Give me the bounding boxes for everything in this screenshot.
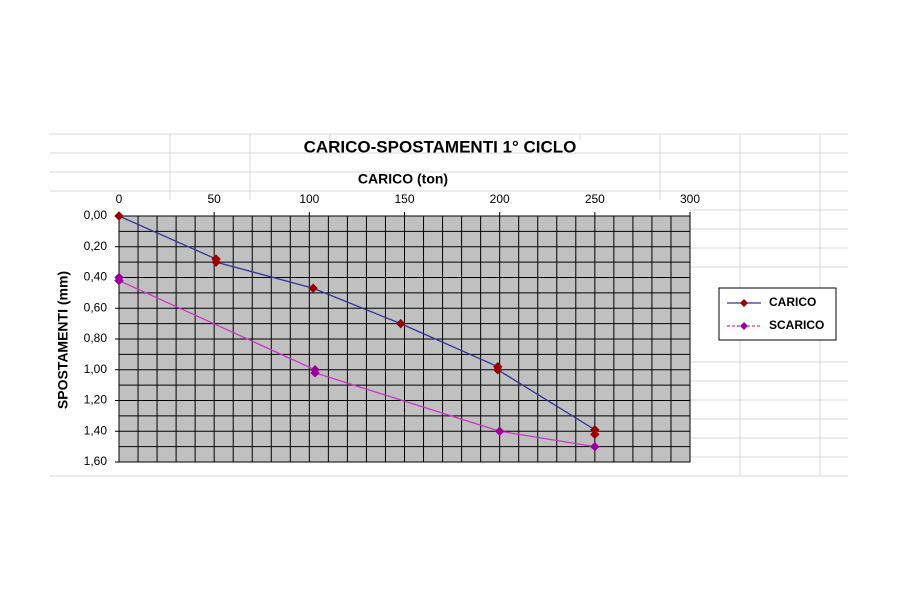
x-axis-title: CARICO (ton) [358, 171, 448, 187]
data-point [114, 211, 124, 221]
data-point [114, 275, 124, 286]
data-point [310, 368, 320, 378]
data-point [395, 318, 406, 329]
y-tick-label: 0,80 [84, 331, 108, 345]
legend-marker [740, 322, 748, 330]
y-tick-label: 1,00 [84, 362, 108, 376]
data-point [211, 257, 221, 267]
x-tick-label: 250 [585, 192, 605, 206]
legend-box [718, 287, 837, 341]
data-point [308, 283, 318, 293]
y-tick-label: 1,60 [84, 454, 108, 468]
x-tick-label: 100 [299, 192, 319, 206]
x-tick-label: 200 [490, 192, 510, 206]
data-point [590, 429, 600, 440]
x-tick-label: 300 [680, 192, 700, 206]
y-tick-label: 0,40 [84, 270, 108, 284]
y-tick-label: 1,20 [84, 393, 108, 407]
y-tick-label: 1,40 [84, 423, 108, 437]
x-tick-label: 0 [116, 192, 123, 206]
y-tick-label: 0,00 [84, 208, 108, 222]
chart-title: CARICO-SPOSTAMENTI 1° CICLO [304, 137, 577, 156]
x-tick-label: 50 [207, 192, 221, 206]
x-tick-label: 150 [394, 192, 414, 206]
data-point [493, 365, 503, 375]
y-tick-label: 0,20 [84, 239, 108, 253]
legend-marker [740, 299, 748, 307]
data-point [590, 441, 600, 452]
data-point [494, 426, 505, 436]
legend-label: SCARICO [769, 318, 824, 332]
y-axis-title: SPOSTAMENTI (mm) [55, 271, 71, 409]
y-tick-label: 0,60 [84, 300, 108, 314]
legend-label: CARICO [769, 295, 816, 309]
spreadsheet-background [50, 133, 848, 477]
